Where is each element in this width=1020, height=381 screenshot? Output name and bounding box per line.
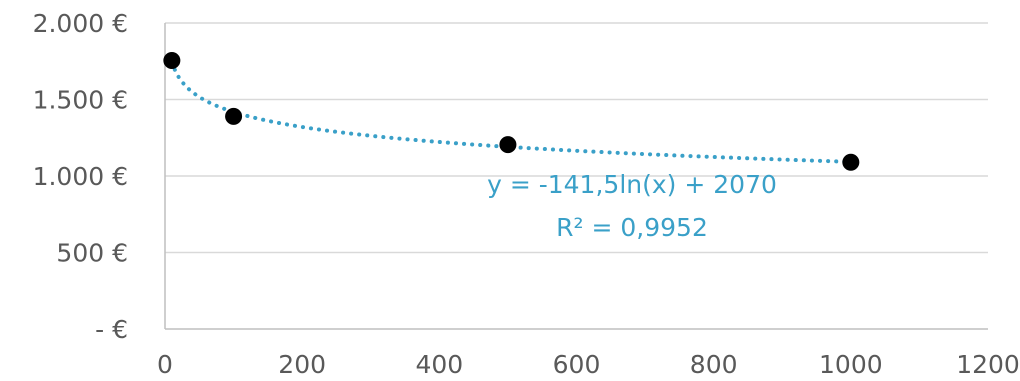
x-tick-label: 400 (415, 350, 463, 379)
y-tick-label: 1.500 € (33, 86, 128, 115)
data-point (225, 107, 243, 125)
x-tick-label: 800 (690, 350, 738, 379)
data-point (163, 51, 181, 69)
y-tick-label: 1.000 € (33, 162, 128, 191)
data-point (842, 153, 860, 171)
x-tick-label: 600 (553, 350, 601, 379)
x-tick-label: 0 (157, 350, 173, 379)
axes (164, 23, 988, 330)
trendline-r2: R² = 0,9952 (556, 213, 708, 242)
x-tick-label: 200 (278, 350, 326, 379)
y-tick-label: 500 € (56, 239, 128, 268)
data-points (163, 51, 860, 171)
x-tick-label: 1000 (819, 350, 883, 379)
trendline-equation: y = -141,5ln(x) + 2070 (487, 170, 777, 199)
y-axis-ticks: - € 500 € 1.000 € 1.500 € 2.000 € (33, 9, 128, 344)
gridlines (165, 22, 988, 254)
y-tick-label: 2.000 € (33, 9, 128, 38)
data-point (499, 136, 517, 154)
x-axis-ticks: 0 200 400 600 800 1000 1200 (157, 350, 1020, 379)
x-tick-label: 1200 (956, 350, 1020, 379)
y-tick-label: - € (95, 315, 128, 344)
